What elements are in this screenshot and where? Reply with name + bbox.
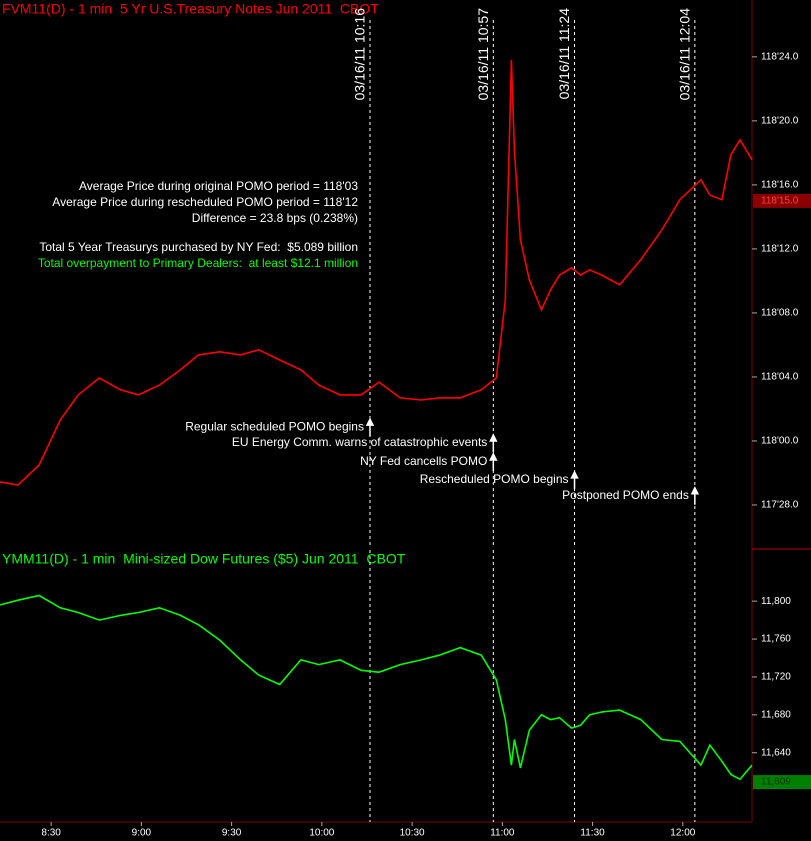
note: Total 5 Year Treasurys purchased by NY F… [39, 240, 358, 254]
last-price-label: 11,609 [761, 777, 791, 788]
x-tick-label: 12:00 [670, 828, 695, 839]
panel-title: FVM11(D) - 1 min 5 Yr U.S.Treasury Notes… [2, 1, 379, 17]
annotation: Postponed POMO ends [562, 488, 689, 502]
event-label: 03/16/11 11:24 [556, 8, 572, 100]
y-tick-label: 11,760 [761, 634, 791, 645]
x-tick-label: 10:00 [309, 828, 334, 839]
last-price-label: 118'15.0 [761, 196, 799, 207]
y-tick-label: 117'28.0 [761, 500, 799, 511]
y-tick-label: 11,800 [761, 596, 791, 607]
y-tick-label: 118'24.0 [761, 51, 799, 62]
annotation: NY Fed cancells POMO [360, 454, 487, 468]
annotation: EU Energy Comm. warns of catastrophic ev… [232, 435, 487, 449]
y-tick-label: 11,680 [761, 709, 791, 720]
event-label: 03/16/11 10:16 [352, 8, 368, 101]
last-price-box [753, 193, 811, 208]
y-tick-label: 118'08.0 [761, 308, 799, 319]
event-label: 03/16/11 10:57 [475, 8, 491, 101]
annotation-arrow [365, 417, 375, 437]
annotation-arrow [690, 486, 700, 505]
note: Average Price during rescheduled POMO pe… [52, 195, 358, 209]
x-tick-label: 10:30 [400, 828, 425, 839]
annotation: Regular scheduled POMO begins [185, 419, 364, 433]
x-tick-label: 11:00 [490, 828, 515, 839]
y-tick-label: 11,720 [761, 672, 791, 683]
y-tick-label: 11,640 [761, 747, 791, 758]
panel-title: YMM11(D) - 1 min Mini-sized Dow Futures … [2, 551, 406, 567]
price-line [0, 594, 753, 781]
x-tick-label: 8:30 [41, 828, 61, 839]
note: Total overpayment to Primary Dealers: at… [38, 256, 358, 270]
y-tick-label: 118'00.0 [761, 436, 799, 447]
last-price-box [753, 775, 811, 790]
x-tick-label: 9:30 [222, 828, 242, 839]
y-tick-label: 118'16.0 [761, 180, 799, 191]
x-tick-label: 9:00 [132, 828, 152, 839]
annotation: Rescheduled POMO begins [420, 472, 569, 486]
price-line [0, 59, 753, 486]
note: Difference = 23.8 bps (0.238%) [192, 211, 358, 225]
note: Average Price during original POMO perio… [79, 179, 358, 193]
annotation-arrow [570, 470, 579, 489]
annotation-arrow [489, 452, 498, 471]
event-label: 03/16/11 12:04 [677, 8, 693, 101]
annotation-arrow [489, 433, 498, 453]
y-tick-label: 118'12.0 [761, 244, 799, 255]
x-tick-label: 11:30 [580, 828, 605, 839]
y-tick-label: 118'20.0 [761, 116, 799, 127]
y-tick-label: 118'04.0 [761, 372, 799, 383]
